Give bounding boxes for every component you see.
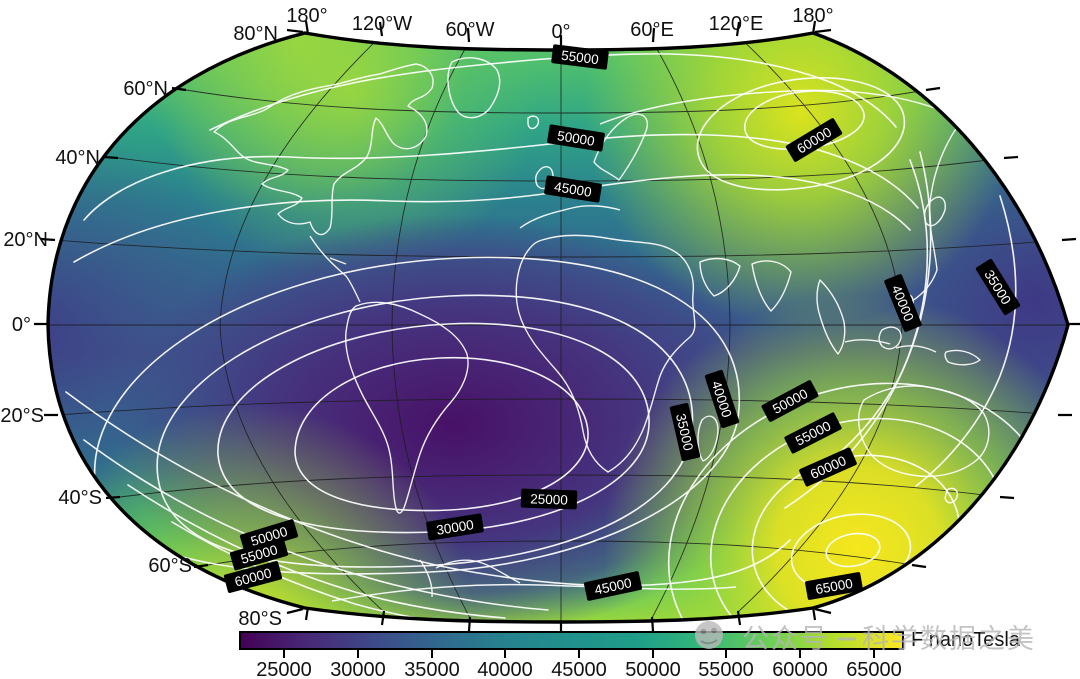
top-ticks (304, 20, 817, 49)
coast-tasmania (944, 487, 959, 504)
parallel-20s (57, 398, 1059, 416)
parallel-label-20n: 20°N (3, 229, 48, 251)
watermark: 公众号 科学数据之美 (695, 621, 1036, 654)
parallel-60s (207, 540, 913, 566)
coast-africa (515, 234, 696, 473)
meridian-label-60w: 60°W (445, 19, 494, 41)
cb-tick-45000: 45000 (551, 659, 607, 679)
contour-lines-layer (65, 53, 1053, 622)
parallel-label-40n: 40°N (55, 147, 100, 169)
colorbar: 25000 30000 35000 40000 45000 50000 5500… (239, 629, 1021, 679)
coast-north-america (213, 63, 434, 236)
contour-40000 (93, 256, 741, 575)
contour-label-text: 30000 (435, 517, 474, 538)
coast-caribbean (329, 257, 347, 265)
top-axis-labels: 180° 120°W 60°W 0° 60°E 120°E 180° (286, 5, 833, 43)
contour-label: 50000 (547, 124, 605, 152)
coastlines-layer (213, 57, 1006, 602)
contour-60000-north (696, 76, 906, 191)
colorbar-unit-label: F nanoTesla (911, 629, 1021, 651)
contour-label: 65000 (805, 572, 863, 600)
wechat-logo-icon (695, 621, 723, 649)
coast-indochina (816, 279, 846, 355)
coast-indonesia (844, 339, 937, 353)
axis-ticks (34, 20, 1080, 632)
colorbar-tick-labels: 25000 30000 35000 40000 45000 50000 5500… (256, 659, 902, 679)
contour-50000-north (83, 133, 919, 221)
meridian-label-120e: 120°E (709, 13, 764, 35)
colorbar-ticks (283, 649, 875, 658)
coast-borneo (878, 326, 902, 350)
coast-europe-mediterranean (519, 205, 621, 229)
coast-central-america (309, 235, 361, 303)
contour-30000 (217, 322, 650, 534)
coast-india (751, 260, 792, 312)
contour-label: 45000 (544, 175, 602, 203)
cb-tick-50000: 50000 (625, 659, 681, 679)
coast-madagascar (697, 415, 719, 462)
colorbar-gradient-bar (239, 631, 904, 650)
parallel-60n (185, 89, 927, 114)
contour-inner-north-high (744, 90, 865, 150)
cb-tick-65000: 65000 (846, 659, 902, 679)
parallel-40s (119, 474, 1001, 498)
parallel-label-60n: 60°N (123, 78, 168, 100)
parallel-label-20s: 20°S (0, 405, 44, 427)
parallel-20n (54, 239, 1063, 258)
right-ticks (814, 28, 1080, 615)
contour-50000-southwest (83, 439, 549, 611)
parallel-label-0: 0° (12, 314, 31, 336)
cb-tick-35000: 35000 (404, 659, 460, 679)
cb-tick-30000: 30000 (330, 659, 386, 679)
coast-asia-north (599, 89, 963, 125)
cb-tick-55000: 55000 (698, 659, 754, 679)
cb-tick-60000: 60000 (772, 659, 828, 679)
contour-55000-southwest (127, 484, 506, 619)
contour-label-text: 45000 (553, 179, 592, 200)
meridian-label-0: 0° (551, 21, 570, 43)
coast-iceland (527, 115, 540, 130)
coast-japan (923, 196, 946, 227)
contour-45000-south (65, 391, 791, 587)
watermark-prefix: 公众号 (742, 624, 829, 654)
meridian-label-180w: 180° (286, 5, 327, 27)
contour-label-text: 50000 (556, 128, 595, 149)
coast-antarctica (331, 583, 737, 602)
parallel-label-80s: 80°S (238, 608, 282, 630)
bottom-ticks (304, 606, 817, 632)
meridian-label-60e: 60°E (630, 19, 674, 41)
contour-label: 25000 (520, 488, 578, 510)
contour-label-text: 55000 (560, 48, 599, 67)
contour-label: 45000 (584, 571, 642, 601)
cb-tick-25000: 25000 (256, 659, 312, 679)
coast-south-america (344, 301, 469, 514)
left-axis-labels: 80°N 60°N 40°N 20°N 0° 20°S 40°S 60°S 80… (0, 23, 282, 630)
parallel-label-40s: 40°S (58, 487, 102, 509)
coast-australia (857, 385, 990, 478)
contour-35000-east (915, 195, 1017, 487)
contour-label-text: 65000 (814, 576, 854, 597)
coast-greenland (447, 57, 501, 119)
contour-inner-south-high (825, 532, 881, 568)
cb-tick-40000: 40000 (477, 659, 533, 679)
contour-label: 35000 (669, 402, 701, 462)
parallel-label-60s: 60°S (148, 555, 192, 577)
coast-new-guinea (944, 349, 981, 366)
contour-label: 30000 (426, 513, 484, 541)
parallel-label-80n: 80°N (233, 23, 278, 45)
meridian-label-120w: 120°W (352, 13, 412, 35)
watermark-brand: 科学数据之美 (862, 624, 1036, 654)
contour-label-text: 25000 (530, 491, 568, 507)
meridian-label-180e: 180° (792, 5, 833, 27)
contour-25000 (294, 356, 589, 512)
coast-antarctic-peninsula (419, 559, 521, 598)
left-ticks (34, 28, 304, 615)
coast-arabia (699, 257, 741, 297)
contour-label: 55000 (551, 44, 609, 70)
coast-scandinavia (593, 113, 648, 181)
